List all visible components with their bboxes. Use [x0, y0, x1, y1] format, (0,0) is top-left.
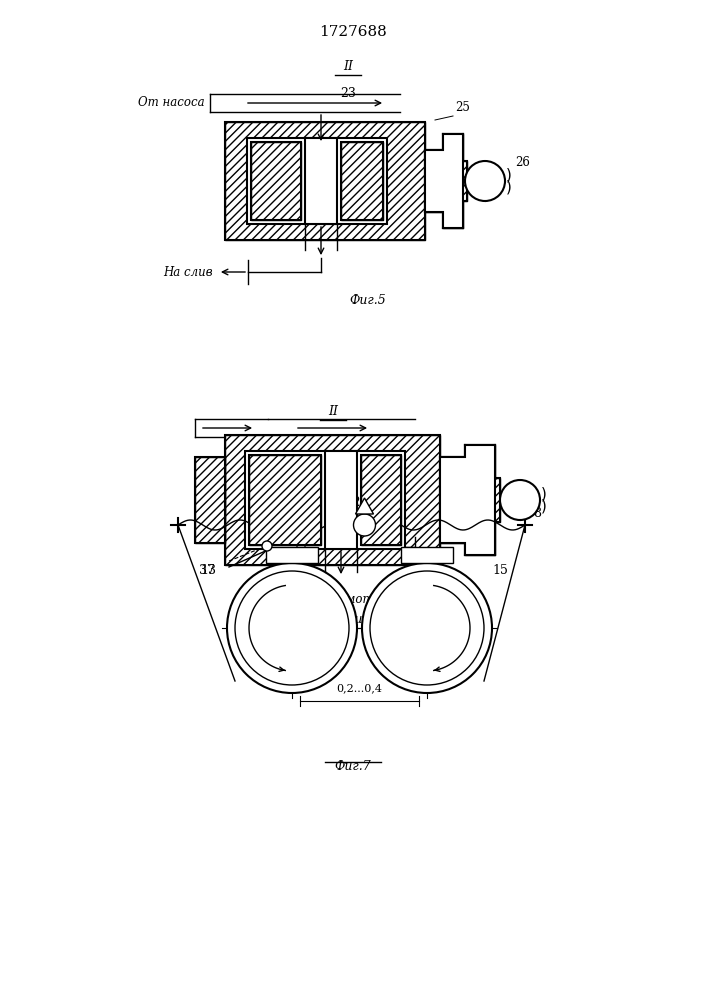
Polygon shape [225, 435, 440, 565]
Text: 1727688: 1727688 [319, 25, 387, 39]
Circle shape [227, 563, 357, 693]
Polygon shape [325, 451, 357, 549]
Polygon shape [425, 134, 463, 228]
Text: 37: 37 [199, 564, 215, 578]
Bar [266, 547, 318, 563]
Circle shape [500, 480, 540, 520]
Polygon shape [440, 445, 500, 555]
Text: ): ) [541, 498, 547, 514]
Text: 14: 14 [292, 538, 308, 551]
Text: $\omega_2$: $\omega_2$ [406, 613, 424, 627]
Text: 15: 15 [492, 564, 508, 576]
Circle shape [354, 514, 375, 536]
Text: 27: 27 [352, 496, 367, 510]
Text: 8: 8 [533, 507, 541, 520]
Polygon shape [249, 455, 321, 545]
Text: Фиг.7: Фиг.7 [334, 760, 371, 773]
Text: 26: 26 [515, 156, 530, 169]
Text: К гидромотору: К гидромотору [297, 593, 395, 606]
Text: 0,2...0,4: 0,2...0,4 [337, 683, 382, 693]
Polygon shape [225, 122, 425, 240]
Polygon shape [247, 138, 387, 224]
Bar [401, 547, 453, 563]
Text: От насоса: От насоса [139, 97, 205, 109]
Text: 29: 29 [335, 496, 350, 510]
Text: На слив: На слив [163, 265, 213, 278]
Text: 13: 13 [200, 564, 216, 576]
Text: Фиг.6: Фиг.6 [344, 613, 381, 626]
Polygon shape [356, 498, 373, 514]
Polygon shape [440, 445, 495, 555]
Polygon shape [425, 134, 467, 228]
Circle shape [362, 563, 492, 693]
Polygon shape [251, 142, 301, 220]
Polygon shape [361, 455, 401, 545]
Text: 25: 25 [455, 101, 470, 114]
Polygon shape [341, 142, 383, 220]
Text: ): ) [506, 167, 512, 182]
Polygon shape [305, 138, 337, 224]
Polygon shape [195, 457, 225, 543]
Text: III: III [330, 492, 346, 505]
Text: ): ) [541, 487, 547, 502]
Text: Фиг.5: Фиг.5 [350, 294, 386, 307]
Polygon shape [245, 451, 405, 549]
Text: $\omega_1$: $\omega_1$ [271, 613, 289, 627]
Circle shape [262, 541, 272, 551]
Text: 30: 30 [377, 500, 392, 514]
Text: II: II [343, 60, 353, 73]
Text: 23: 23 [340, 87, 356, 100]
Circle shape [465, 161, 505, 201]
Text: II: II [328, 405, 338, 418]
Text: ): ) [506, 180, 512, 194]
